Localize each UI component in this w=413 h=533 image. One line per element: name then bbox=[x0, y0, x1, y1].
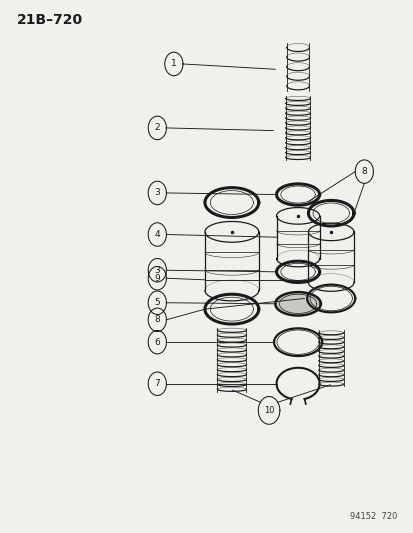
Text: 4: 4 bbox=[154, 230, 160, 239]
Text: 1: 1 bbox=[171, 60, 176, 68]
Polygon shape bbox=[275, 292, 320, 316]
Text: 3: 3 bbox=[154, 266, 160, 274]
Text: 6: 6 bbox=[154, 338, 160, 346]
Text: 94152  720: 94152 720 bbox=[349, 512, 396, 521]
Text: 8: 8 bbox=[154, 316, 160, 324]
Text: 2: 2 bbox=[154, 124, 160, 132]
Text: 10: 10 bbox=[263, 406, 274, 415]
Text: 8: 8 bbox=[361, 167, 366, 176]
Text: 3: 3 bbox=[154, 189, 160, 197]
Text: 9: 9 bbox=[154, 274, 160, 282]
Text: 21B–720: 21B–720 bbox=[17, 13, 83, 27]
Text: 5: 5 bbox=[154, 298, 160, 307]
Text: 7: 7 bbox=[154, 379, 160, 388]
